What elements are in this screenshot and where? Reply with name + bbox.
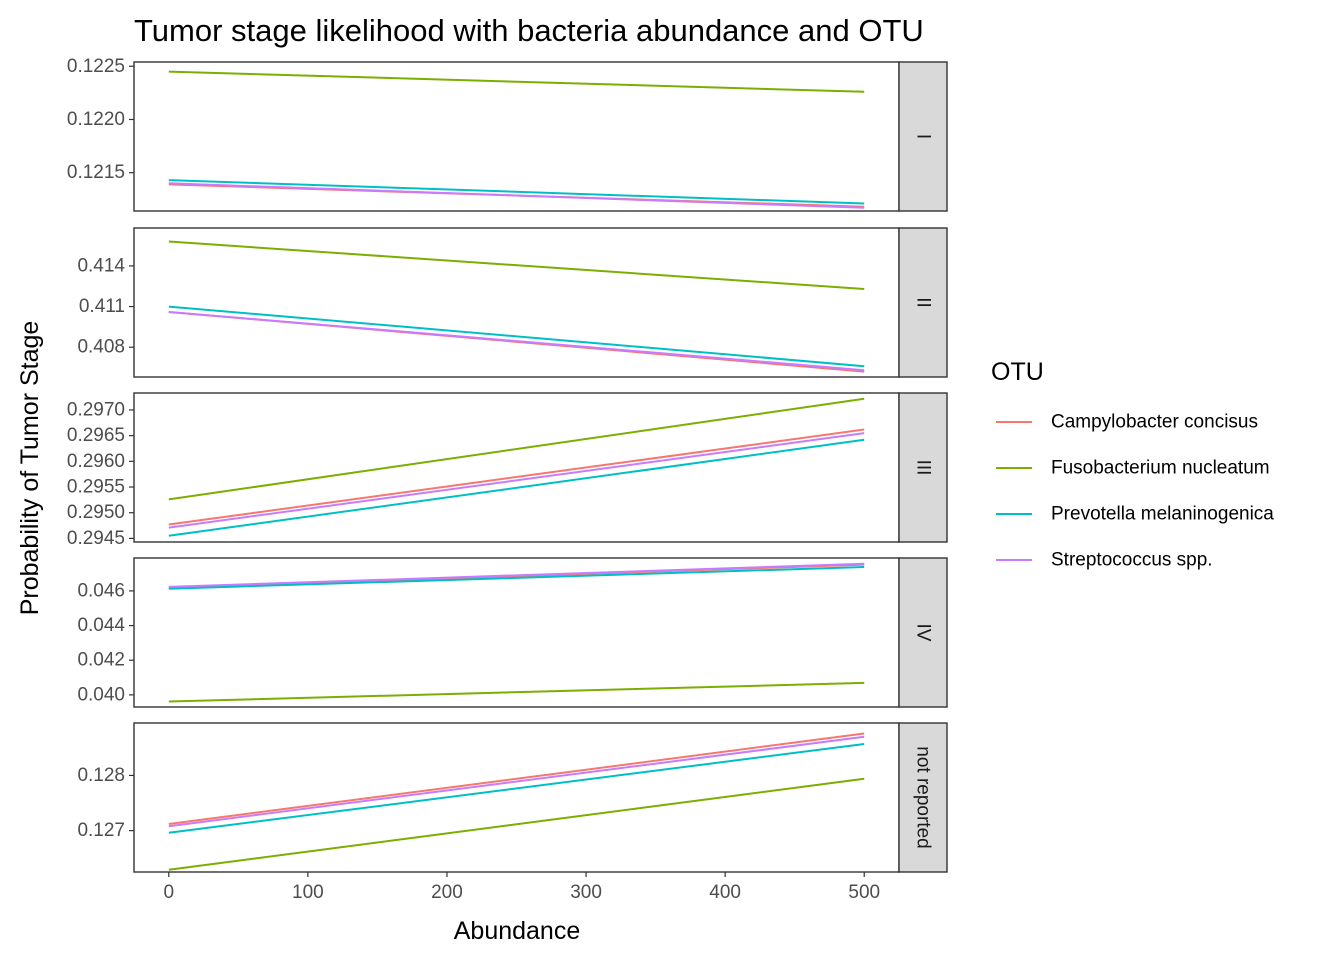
series-line	[168, 562, 865, 588]
facet-panel: II 0.408 0.411 0.414	[77, 227, 948, 378]
facet-strip-label: II	[913, 297, 934, 308]
legend-entry: Prevotella melaninogenica	[996, 504, 1274, 525]
chart-title: Tumor stage likelihood with bacteria abu…	[134, 13, 924, 48]
legend-entry: Campylobacter concisus	[996, 412, 1258, 433]
facet-strip-label: III	[913, 460, 934, 476]
y-tick-label: 0.1220	[67, 109, 125, 130]
y-tick-label: 0.1215	[67, 162, 125, 183]
facet-strip-label: IV	[913, 624, 934, 642]
series-line	[168, 681, 865, 703]
facet-panel: not reported 0.127 0.128 0 100 200 300 400 500	[77, 722, 948, 903]
y-tick-label: 0.2965	[67, 425, 125, 446]
y-tick-label: 0.2955	[67, 477, 125, 498]
facet-panel: IV 0.040 0.042 0.044 0.046	[77, 557, 948, 708]
facet-strip	[898, 557, 948, 708]
facet-strip-label: I	[913, 134, 934, 139]
series-line	[168, 182, 865, 209]
facet-panel: I 0.1215 0.1220 0.1225	[67, 56, 948, 212]
y-tick-label: 0.046	[77, 580, 125, 601]
series-line	[168, 432, 865, 529]
series-line	[168, 305, 865, 368]
series-line	[168, 777, 865, 871]
y-tick-label: 0.127	[77, 820, 125, 841]
series-line	[168, 735, 865, 828]
legend-label: Prevotella melaninogenica	[1051, 504, 1274, 525]
y-tick-label: 0.044	[77, 615, 125, 636]
panel-border	[133, 392, 900, 543]
series-line	[168, 240, 865, 290]
y-tick-label: 0.414	[77, 255, 125, 276]
panel-border	[133, 61, 900, 212]
panel-border	[133, 227, 900, 378]
y-axis-title: Probability of Tumor Stage	[16, 321, 44, 616]
facet-strip	[898, 227, 948, 378]
x-axis-title: Abundance	[454, 917, 581, 945]
y-tick-label: 0.411	[79, 296, 125, 317]
legend: OTU Campylobacter concisus Fusobacterium …	[991, 358, 1274, 571]
legend-label: Campylobacter concisus	[1051, 412, 1258, 433]
y-tick-label: 0.1225	[67, 56, 125, 77]
series-line	[168, 438, 865, 537]
x-tick-label: 0	[163, 882, 174, 903]
panel-border	[133, 722, 900, 873]
y-tick-label: 0.2970	[67, 399, 125, 420]
facet-panel: III 0.2945 0.2950 0.2955 0.2960 0.2965 0.2970	[67, 392, 948, 549]
y-tick-label: 0.2950	[67, 502, 125, 523]
y-tick-label: 0.2945	[67, 528, 125, 549]
legend-label: Streptococcus spp.	[1051, 550, 1213, 571]
x-tick-label: 400	[709, 882, 741, 903]
series-line	[168, 743, 865, 834]
series-line	[168, 428, 865, 526]
y-tick-label: 0.042	[77, 650, 125, 671]
y-tick-label: 0.040	[77, 684, 125, 705]
series-line	[168, 311, 865, 372]
facet-strip	[898, 392, 948, 543]
x-tick-label: 200	[431, 882, 463, 903]
x-tick-label: 300	[570, 882, 602, 903]
legend-entry: Fusobacterium nucleatum	[996, 458, 1270, 479]
x-tick-label: 500	[848, 882, 880, 903]
facet-strip-label: not reported	[913, 746, 934, 848]
series-line	[168, 566, 865, 590]
series-line	[168, 70, 865, 93]
facet-panels: I 0.1215 0.1220 0.1225 II 0.408 0.411 0.414 III 0…	[67, 56, 948, 903]
series-line	[168, 397, 865, 501]
legend-title: OTU	[991, 358, 1044, 386]
y-tick-label: 0.128	[77, 765, 125, 786]
legend-entry: Streptococcus spp.	[996, 550, 1213, 571]
series-line	[168, 732, 865, 825]
facet-strip	[898, 722, 948, 873]
legend-label: Fusobacterium nucleatum	[1051, 458, 1270, 479]
y-tick-label: 0.2960	[67, 451, 125, 472]
facet-strip	[898, 61, 948, 212]
series-line	[168, 179, 865, 205]
y-tick-label: 0.408	[77, 337, 125, 358]
x-tick-label: 100	[292, 882, 324, 903]
